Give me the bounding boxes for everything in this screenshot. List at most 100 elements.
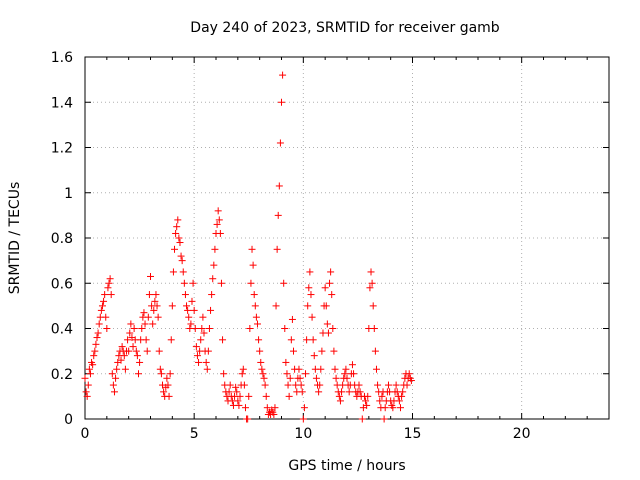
data-point [171,245,179,253]
data-point [366,284,374,292]
data-point [107,291,115,299]
data-point [217,279,225,287]
data-point [179,268,187,276]
data-point [283,370,291,378]
data-point [290,347,298,355]
data-point [405,370,413,378]
data-point [202,358,210,366]
data-point [278,98,285,106]
data-point [300,404,308,412]
data-point [86,370,94,378]
data-point [160,388,168,396]
data-point [94,329,102,337]
data-point [106,275,114,283]
data-point [239,365,247,373]
data-point [252,313,260,321]
data-point [173,223,181,231]
data-point [205,325,213,332]
data-point [95,320,103,328]
data-point [259,370,267,378]
data-point [110,388,118,396]
data-point [164,381,172,389]
data-point [198,325,206,332]
data-point [143,347,151,355]
data-point [117,356,125,364]
x-tick-label: 5 [190,426,199,442]
data-point [129,343,137,351]
data-point [309,336,317,344]
data-point [215,216,223,224]
data-point [120,352,128,360]
data-point [210,261,218,269]
data-point [213,220,221,228]
data-point [281,325,289,332]
data-point [188,297,196,305]
data-point [97,306,105,314]
data-point [322,302,330,310]
data-point [140,309,148,317]
chart-title: Day 240 of 2023, SRMTID for receiver gam… [190,20,500,36]
x-tick-label: 0 [81,426,90,442]
data-point [261,381,269,389]
data-point [81,374,89,382]
data-point [236,392,244,400]
data-point [187,320,195,328]
data-point [246,325,254,332]
data-point [378,392,386,400]
data-point [203,365,211,373]
data-point [317,365,325,373]
plot-frame [84,56,610,420]
data-point [130,325,138,332]
y-tick-label: 1 [64,186,73,202]
data-point [154,313,162,321]
data-point [235,401,243,409]
data-point [250,291,258,299]
data-point [304,302,312,310]
data-point [274,211,282,219]
x-axis-label: GPS time / hours [288,458,405,474]
data-point [262,392,270,400]
data-point [93,334,101,342]
y-tick-label: 0.4 [51,322,73,338]
y-tick-label: 0.8 [51,231,73,247]
data-point [167,336,175,344]
data-point [247,279,255,287]
x-tick-label: 20 [513,426,531,442]
data-point [285,392,293,400]
data-point [358,415,366,423]
data-point [306,268,314,276]
data-point [370,325,378,332]
data-point [374,381,382,389]
y-tick-label: 0.2 [51,367,73,383]
data-point [193,352,201,360]
data-point [152,291,160,299]
data-point [132,347,140,355]
data-point [219,336,227,344]
data-point [207,306,215,314]
data-point [299,415,307,423]
data-point [323,320,331,328]
data-point [190,306,198,314]
data-point [189,279,197,287]
data-point [103,325,111,332]
data-point [328,291,336,299]
data-point [248,245,256,253]
data-point [209,275,217,283]
data-point [136,358,144,366]
y-tick-label: 1.4 [51,95,73,111]
data-point [297,381,305,389]
data-point [138,325,146,332]
data-point [348,361,356,369]
data-point [109,381,117,389]
data-point [151,297,159,305]
data-point [204,347,212,355]
data-point [177,252,185,260]
data-point [225,388,233,396]
data-point [286,374,294,382]
data-point [350,370,358,378]
data-point [298,388,306,396]
data-point [166,370,174,378]
data-point [192,343,200,351]
data-point [183,302,191,310]
